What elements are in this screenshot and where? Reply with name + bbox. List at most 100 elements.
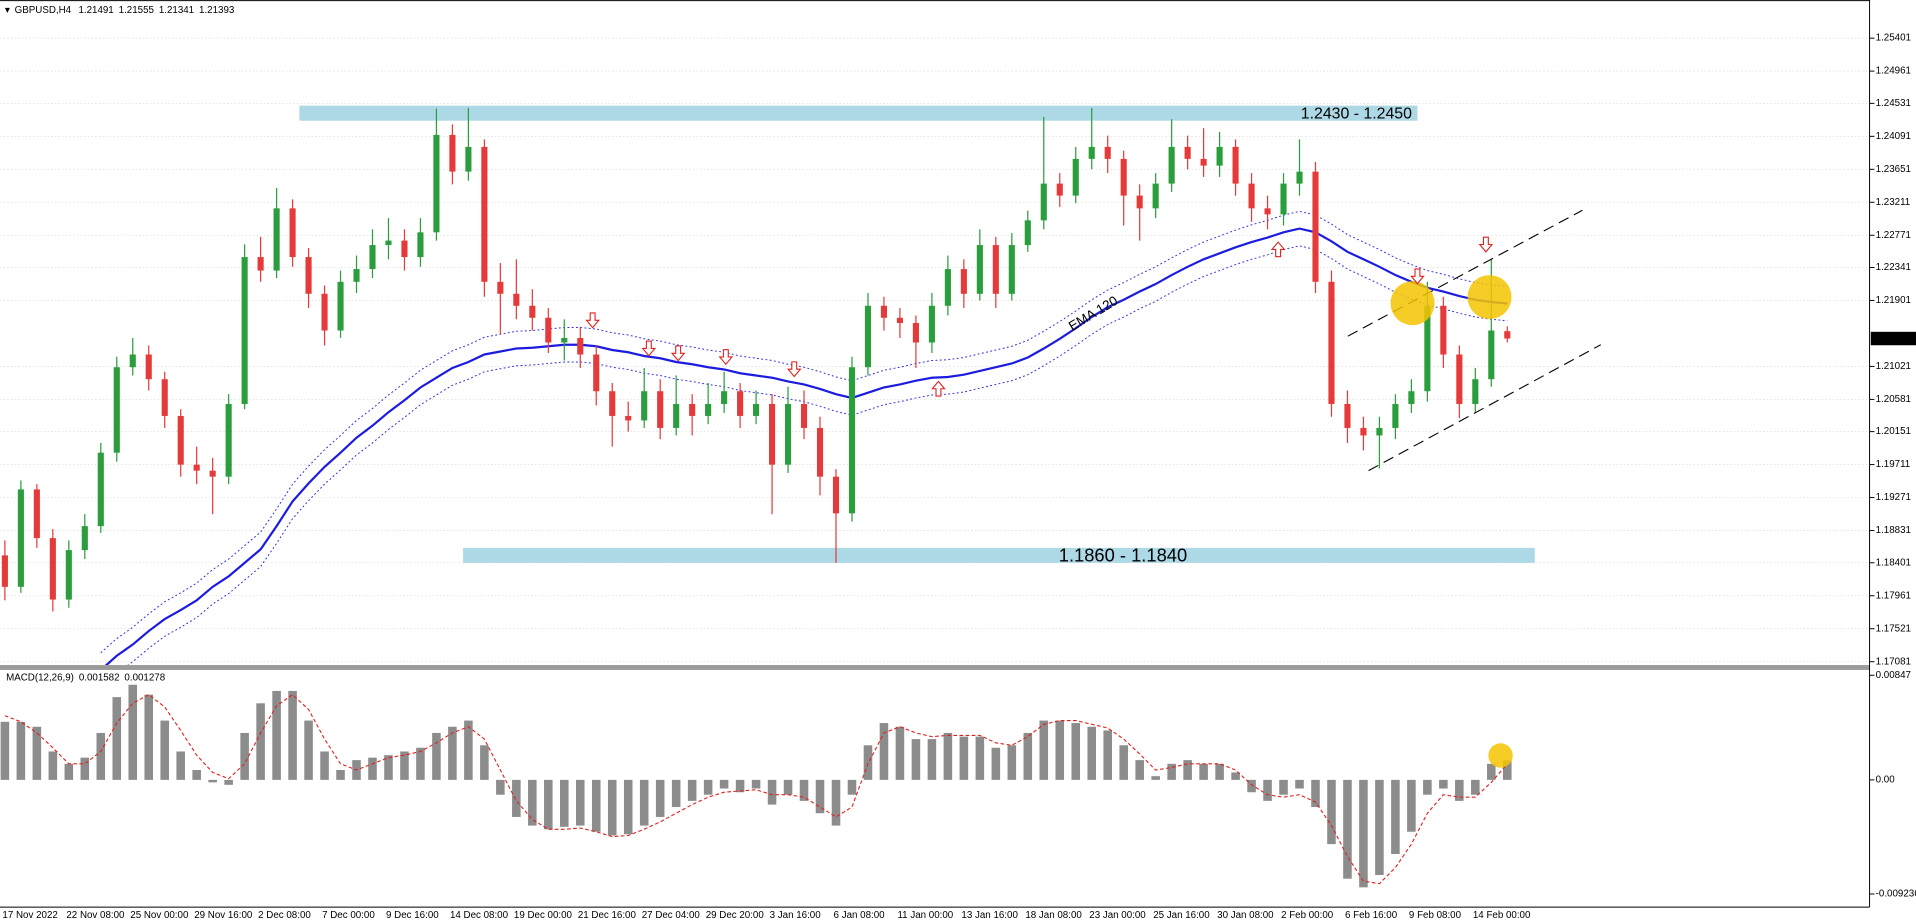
histogram-bar [847,779,857,795]
candle-body [449,134,456,172]
histogram-bar [288,690,297,780]
x-tick-label: 19 Dec 00:00 [514,910,573,921]
histogram-bar [1119,745,1128,780]
histogram-bar [703,779,713,795]
histogram-bar [32,726,42,780]
histogram-bar [1503,760,1512,780]
header: ▾ GBPUSD,H4 1.21491 1.21555 1.21341 1.21393 [5,4,234,15]
candle-body [737,391,744,416]
histogram-bar [112,697,122,780]
candle-body [832,476,840,514]
signal-value: 0.001278 [124,672,165,683]
y-tick-label: 1.24961 [1876,66,1911,77]
histogram-bar [1039,720,1049,780]
y-tick-label: 1.23211 [1876,197,1911,208]
candle-body [769,403,776,465]
candle-body [145,354,152,380]
candle-body [417,232,424,258]
histogram-bar [671,779,681,808]
histogram-bar [256,703,265,780]
histogram-bar [911,739,921,780]
down-arrow [1410,268,1425,285]
histogram-bar [1295,779,1304,789]
annotations [585,209,1602,768]
histogram-bar [432,732,441,780]
histogram-bar [16,721,26,780]
histogram-bar [1375,779,1384,875]
x-tick-label: 17 Nov 2022 [2,910,57,921]
x-tick-label: 25 Nov 00:00 [130,910,189,921]
histogram-bar [320,751,329,780]
candle-body [673,403,680,428]
histogram-bar [400,751,409,780]
x-tick-label: 6 Jan 08:00 [834,910,886,921]
candle-body [721,391,728,404]
candle-body [401,240,408,258]
histogram-bar [751,779,761,789]
histogram-bar [1231,772,1240,780]
x-tick-label: 9 Feb 08:00 [1409,910,1462,921]
macd-title: MACD(12,26,9) [6,672,74,683]
y-tick-label: 1.22771 [1876,230,1911,241]
x-tick-label: 2 Dec 08:00 [258,910,311,921]
line-series [100,210,1508,654]
price-panel [1,105,1535,666]
candle-body [593,354,600,392]
down-arrow [670,345,686,362]
histogram-bar [639,779,649,826]
down-arrow [786,361,802,378]
y-tick-label: 1.21901 [1876,295,1911,306]
x-tick-label: 22 Nov 08:00 [66,910,125,921]
histogram-bar [1103,730,1112,780]
candle-body [1008,245,1015,294]
macd-value: 0.001582 [79,672,120,683]
histogram-bar [304,720,313,780]
candle-body [992,245,999,294]
histogram-bar [1055,720,1065,780]
candle-body [1104,146,1111,159]
candle-body [1,555,8,587]
histogram-bar [767,779,777,805]
y-tick-label: 1.25401 [1876,33,1911,44]
histogram-bar [0,721,10,780]
x-tick-label: 3 Jan 16:00 [770,910,822,921]
candle-body [1360,427,1367,436]
histogram-bar [735,779,745,793]
candle-body [369,245,376,270]
candle-body [97,452,104,527]
low: 1.21341 [159,4,194,15]
candle-body [705,403,712,416]
candle-body [113,367,120,453]
histogram-bar [607,779,617,836]
histogram-bar [1279,779,1288,795]
histogram-bar [1423,779,1432,795]
price-tag-label: 1.21393 [1876,333,1911,344]
histogram-bar [48,751,58,780]
histogram-bar [1439,779,1448,789]
y-tick-label: 1.21021 [1876,361,1911,372]
candle-body [545,317,552,343]
zone-label: 1.2430 - 1.2450 [1301,106,1412,123]
histogram-bar [783,779,793,795]
candle-body [49,538,56,600]
candle-body [944,269,951,306]
histogram-bar [623,779,633,835]
candle-body [321,293,328,331]
zone-label: 1.1860 - 1.1840 [1059,544,1187,565]
candle-body [1072,158,1079,196]
histogram-bar [927,739,937,780]
zone [299,105,1418,121]
x-tick-label: 23 Jan 00:00 [1089,910,1146,921]
histogram-bar [863,745,873,780]
histogram-bar [448,726,457,780]
candle-body [1488,330,1495,380]
y-tick-label: 1.17521 [1876,623,1911,634]
candle-body [17,489,24,587]
candle-body [257,257,264,271]
candle-body [864,305,872,368]
histogram-bar [544,779,553,830]
histogram-bar [991,747,1001,780]
candle-body [513,293,520,306]
y-tick-label: 1.19271 [1876,492,1911,503]
